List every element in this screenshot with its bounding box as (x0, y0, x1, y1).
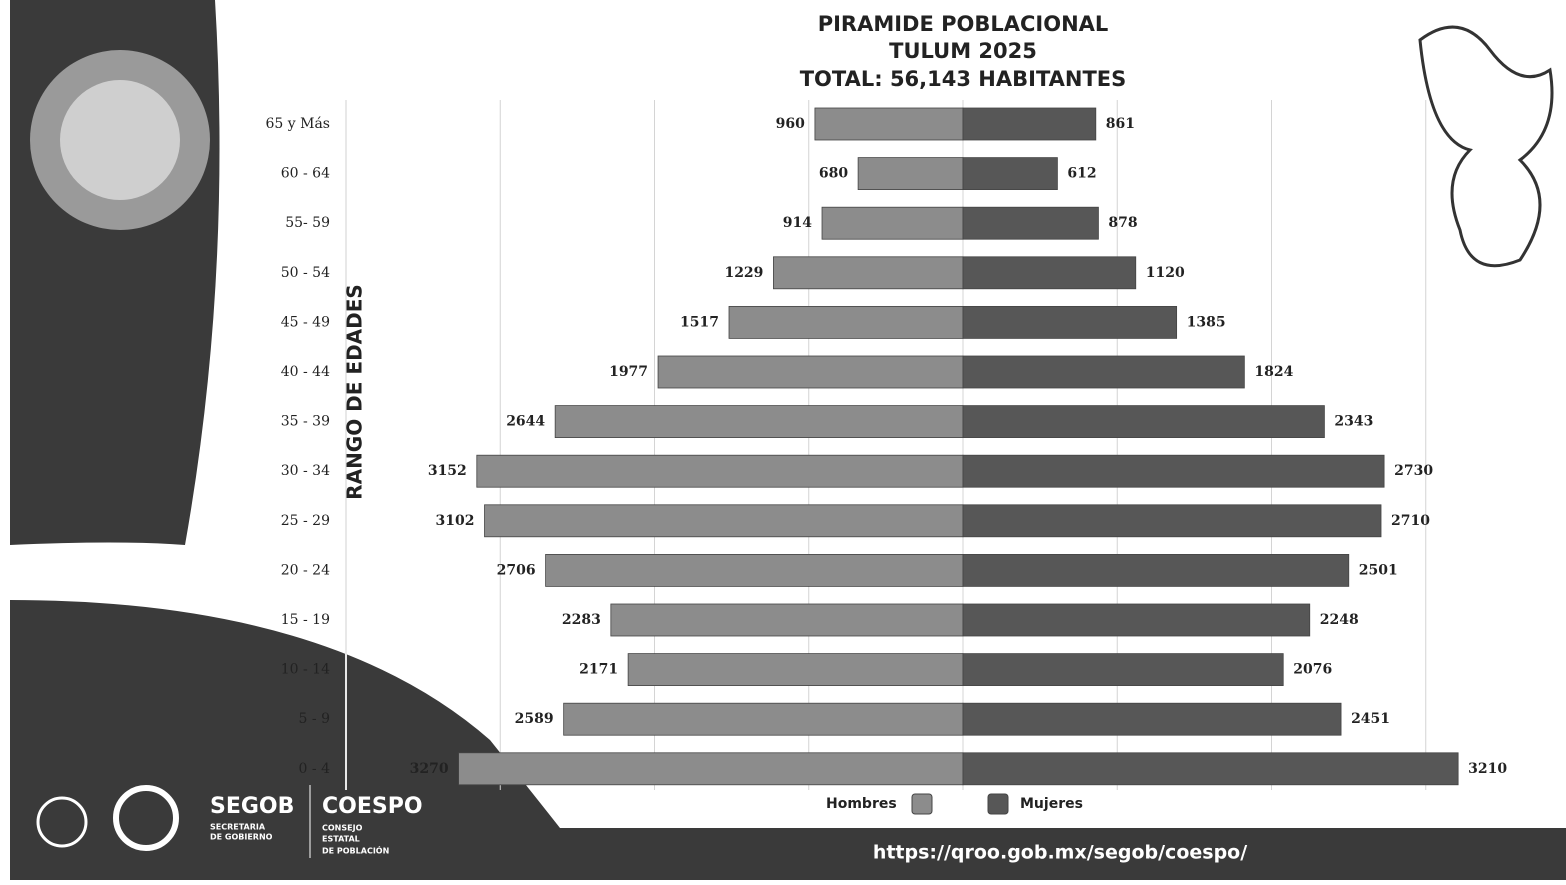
coespo-sub: ESTATAL (322, 835, 360, 844)
value-label: 2248 (1320, 612, 1359, 628)
legend-label: Hombres (826, 796, 897, 812)
bar (962, 157, 1058, 191)
y-tick-label: 20 - 24 (281, 562, 330, 578)
coespo-sub: DE POBLACIÓN (322, 845, 389, 856)
value-label: 3210 (1468, 761, 1507, 777)
value-label: 2589 (515, 711, 554, 727)
value-label: 861 (1106, 116, 1135, 132)
chart-title: TULUM 2025 (889, 39, 1037, 63)
bar (962, 653, 1284, 686)
value-label: 2710 (1391, 513, 1430, 529)
value-label: 2644 (506, 414, 545, 430)
bar (627, 653, 964, 686)
chart-title: TOTAL: 56,143 HABITANTES (800, 67, 1127, 91)
bar (657, 355, 964, 389)
value-label: 2076 (1293, 662, 1332, 678)
bar (962, 206, 1099, 240)
value-label: 2451 (1351, 711, 1390, 727)
y-tick-label: 50 - 54 (281, 265, 330, 281)
value-label: 2730 (1394, 463, 1433, 479)
value-label: 960 (776, 116, 805, 132)
bar (962, 355, 1245, 389)
value-label: 1977 (609, 364, 648, 380)
bar (962, 504, 1382, 538)
value-label: 2171 (579, 662, 618, 678)
bar (476, 454, 964, 488)
bar (545, 554, 964, 587)
value-label: 1385 (1187, 314, 1226, 330)
bar (962, 405, 1325, 439)
value-label: 1120 (1146, 265, 1185, 281)
legend-swatch (911, 793, 933, 815)
segob-sub: DE GOBIERNO (210, 833, 273, 842)
y-tick-label: 15 - 19 (281, 612, 330, 628)
bar (962, 305, 1178, 339)
value-label: 1229 (724, 265, 763, 281)
bar (821, 206, 964, 240)
bar (728, 305, 964, 339)
decor-glyph (1418, 25, 1554, 268)
segob-logo: SEGOB (210, 794, 294, 819)
bar (857, 157, 964, 191)
logo-icon (36, 796, 88, 848)
value-label: 3270 (410, 761, 449, 777)
y-tick-label: 55- 59 (285, 215, 330, 231)
segob-sub: SECRETARIA (210, 823, 266, 832)
value-label: 2706 (497, 562, 536, 578)
bar (554, 405, 964, 439)
value-label: 1517 (680, 314, 719, 330)
value-label: 2343 (1334, 414, 1373, 430)
legend-label: Mujeres (1020, 796, 1083, 812)
bar (962, 702, 1342, 736)
decor-panel-bottom (10, 600, 1566, 880)
coespo-logo: COESPO (322, 794, 423, 819)
value-label: 612 (1067, 166, 1096, 182)
y-tick-label: 5 - 9 (299, 711, 330, 727)
value-label: 2501 (1359, 562, 1398, 578)
y-tick-label: 10 - 14 (281, 662, 330, 678)
value-label: 2283 (562, 612, 601, 628)
y-tick-label: 25 - 29 (281, 513, 330, 529)
url: https://qroo.gob.mx/segob/coespo/ (873, 842, 1247, 864)
bar (962, 752, 1459, 786)
bar (563, 702, 964, 736)
value-label: 3152 (428, 463, 467, 479)
value-label: 1824 (1254, 364, 1293, 380)
value-label: 3102 (436, 513, 475, 529)
decor-globe-inner (60, 80, 180, 200)
y-axis-label: RANGO DE EDADES (343, 284, 367, 500)
bar (814, 107, 964, 141)
value-label: 878 (1108, 215, 1137, 231)
value-label: 680 (819, 166, 848, 182)
value-label: 914 (783, 215, 812, 231)
bar (962, 454, 1385, 488)
logo-icon (113, 785, 179, 851)
bar (773, 256, 964, 290)
bar (458, 752, 964, 786)
legend-swatch (987, 793, 1009, 815)
y-tick-label: 0 - 4 (299, 761, 331, 777)
y-tick-label: 40 - 44 (281, 364, 330, 380)
bar (484, 504, 964, 538)
coespo-sub: CONSEJO (322, 824, 363, 833)
bar (610, 603, 964, 637)
bar (962, 107, 1097, 141)
y-tick-label: 65 y Más (266, 116, 331, 132)
bar (962, 603, 1311, 637)
chart-title: PIRAMIDE POBLACIONAL (818, 12, 1109, 36)
bar (962, 256, 1137, 290)
y-tick-label: 45 - 49 (281, 314, 330, 330)
bar (962, 554, 1350, 587)
y-tick-label: 60 - 64 (281, 166, 330, 182)
y-tick-label: 35 - 39 (281, 414, 330, 430)
y-tick-label: 30 - 34 (281, 463, 330, 479)
